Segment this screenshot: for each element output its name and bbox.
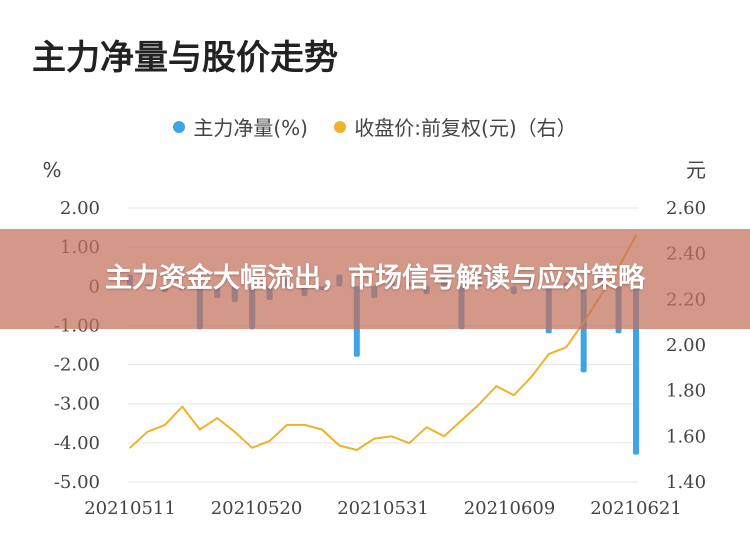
x-tick-label: 20210609 — [464, 498, 556, 519]
x-tick-label: 20210531 — [337, 498, 429, 519]
headline-banner: 主力资金大幅流出，市场信号解读与应对策略 — [0, 229, 750, 329]
legend-item-net-volume[interactable]: 主力净量(%) — [173, 112, 308, 141]
close-price-point — [495, 385, 498, 387]
close-price-point — [233, 430, 236, 433]
left-tick-label: -2.00 — [54, 355, 100, 376]
close-price-point — [164, 424, 166, 426]
close-price-line — [129, 234, 637, 451]
close-price-point — [303, 424, 306, 426]
close-price-point — [443, 435, 445, 438]
chart-legend: 主力净量(%) 收盘价:前复权(元)（右） — [0, 112, 750, 141]
right-tick-label: 2.60 — [666, 198, 706, 219]
close-price-point — [356, 449, 358, 451]
chart-title: 主力净量与股价走势 — [32, 38, 338, 78]
close-price-point — [373, 437, 376, 440]
left-tick-label: 2.00 — [60, 198, 100, 219]
right-tick-label: 1.40 — [666, 472, 706, 493]
close-price-point — [321, 428, 323, 431]
close-price-point — [338, 444, 341, 447]
close-price-point — [146, 430, 149, 433]
x-tick-label: 20210520 — [211, 498, 303, 519]
close-price-point — [268, 440, 271, 442]
close-price-point — [129, 446, 131, 449]
close-price-point — [547, 353, 550, 355]
legend-dot-blue-icon — [173, 120, 186, 133]
right-tick-label: 1.80 — [666, 381, 706, 402]
close-price-point — [216, 417, 219, 419]
close-price-point — [286, 424, 288, 426]
left-axis-unit: % — [42, 158, 61, 182]
x-tick-label: 20210621 — [590, 498, 682, 519]
x-tick-label: 20210511 — [84, 498, 176, 519]
left-tick-label: -5.00 — [54, 472, 100, 493]
close-price-point — [478, 403, 480, 406]
close-price-point — [181, 405, 184, 408]
right-axis-unit: 元 — [686, 158, 706, 182]
left-tick-label: -3.00 — [54, 394, 100, 415]
legend-dot-yellow-icon — [334, 120, 347, 133]
legend-item-close-price[interactable]: 收盘价:前复权(元)（右） — [334, 112, 577, 141]
left-tick-label: -4.00 — [54, 433, 100, 454]
legend-label-net-volume: 主力净量(%) — [193, 116, 308, 140]
legend-label-close-price: 收盘价:前复权(元)（右） — [354, 116, 577, 140]
close-price-point — [251, 446, 253, 449]
close-price-point — [513, 394, 515, 397]
close-price-point — [198, 428, 201, 431]
close-price-point — [408, 442, 410, 444]
close-price-point — [460, 419, 463, 422]
right-tick-label: 1.60 — [666, 426, 706, 447]
close-price-point — [530, 376, 533, 378]
headline-text: 主力资金大幅流出，市场信号解读与应对策略 — [105, 263, 645, 294]
close-price-point — [390, 435, 393, 438]
axis-layer: % 元 2.001.000-1.00-2.00-3.00-4.00-5.002.… — [42, 158, 706, 519]
close-price-point — [565, 346, 568, 349]
right-tick-label: 2.00 — [666, 335, 706, 356]
close-price-point — [425, 426, 428, 429]
